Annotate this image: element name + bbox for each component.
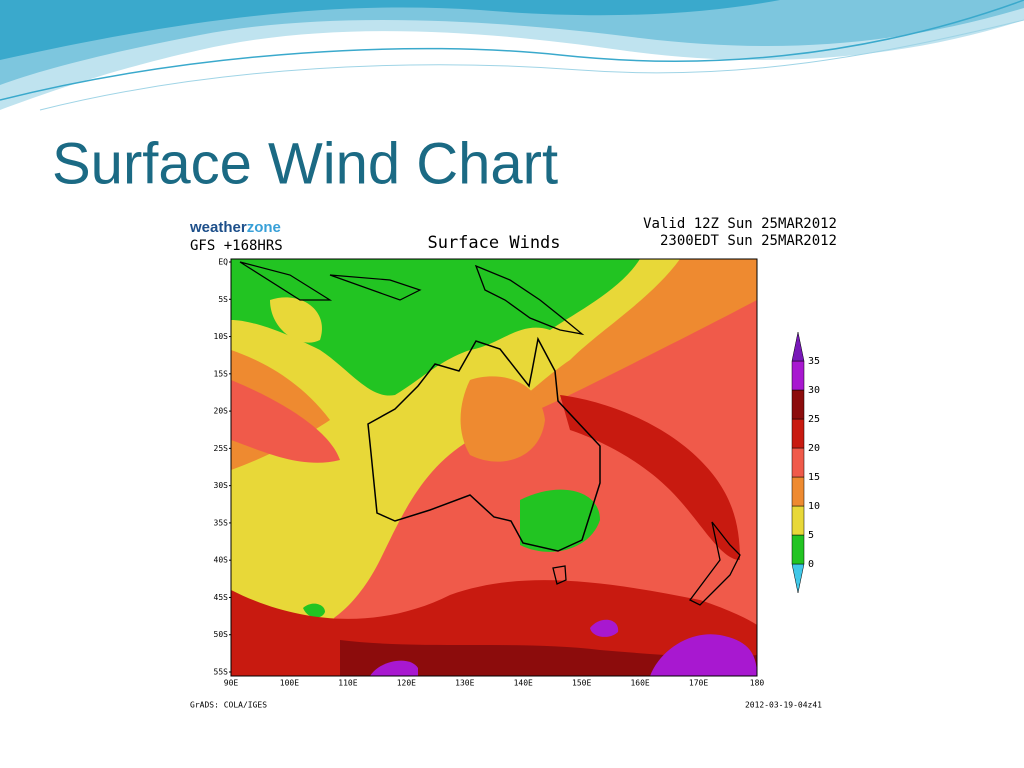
valid-time: Valid 12Z Sun 25MAR2012: [643, 216, 837, 232]
logo: weatherzone: [189, 219, 281, 236]
colorbar-segment: [791, 534, 805, 565]
slide-title: Surface Wind Chart: [52, 131, 558, 196]
latitude-label: 35S: [214, 518, 229, 527]
field-region: [303, 603, 325, 618]
longitude-label: 100E: [280, 679, 299, 688]
colorbar-label: 15: [808, 472, 820, 483]
longitude-label: 150E: [572, 679, 591, 688]
coastline: [689, 521, 741, 606]
coastline: [552, 565, 567, 585]
latitude-label: 45S: [214, 593, 229, 602]
footer: GrADS: COLA/IGES: [190, 701, 267, 710]
latitude-label: 10S: [214, 332, 229, 341]
field-region: [270, 297, 322, 343]
wind-field: [231, 259, 757, 676]
latitude-label: 40S: [214, 556, 229, 565]
field-region: [590, 619, 619, 637]
colorbar-segment: [791, 360, 805, 391]
plot-border: [230, 258, 758, 677]
field-region: [231, 380, 340, 463]
colorbar-label: 20: [808, 443, 820, 454]
field-region: [370, 660, 418, 676]
colorbar-label: 0: [808, 559, 814, 570]
coastline: [474, 264, 585, 336]
field-region: [560, 395, 740, 560]
field-region: [340, 640, 757, 676]
wave-line: [39, 19, 1024, 111]
colorbar-segment: [791, 331, 805, 362]
longitude-label: 110E: [338, 679, 357, 688]
field-region: [650, 634, 757, 676]
latitude-label: 55S: [214, 668, 229, 677]
latitude-label: 20S: [214, 407, 229, 416]
logo-part: weather: [189, 219, 247, 236]
map-title: Surface Winds: [427, 233, 560, 253]
colorbar-segment: [791, 389, 805, 420]
valid-time: 2300EDT Sun 25MAR2012: [660, 233, 837, 249]
longitude-label: 180: [750, 679, 765, 688]
coastline: [367, 336, 601, 552]
logo-part: zone: [247, 219, 281, 236]
latitude-label: 25S: [214, 444, 229, 453]
footer: 2012-03-19-04z41: [745, 701, 822, 710]
latitude-label: 30S: [214, 481, 229, 490]
colorbar-label: 10: [808, 501, 820, 512]
colorbar-segment: [791, 447, 805, 478]
latitude-label: EQ: [218, 258, 228, 267]
longitude-label: 130E: [455, 679, 474, 688]
colorbar-label: 25: [808, 414, 820, 425]
colorbar-segment: [791, 476, 805, 507]
model-label: GFS +168HRS: [190, 238, 283, 254]
wave-line: [0, 0, 1024, 101]
latitude-label: 5S: [218, 295, 228, 304]
coastline: [239, 261, 422, 301]
field-region: [231, 259, 640, 396]
longitude-label: 160E: [630, 679, 649, 688]
wave: [0, 0, 1024, 85]
colorbar-label: 5: [808, 530, 814, 541]
field-region: [460, 376, 545, 462]
colorbar-label: 35: [808, 356, 820, 367]
wave: [0, 0, 780, 60]
latitude-label: 15S: [214, 369, 229, 378]
field-region: [520, 489, 600, 552]
colorbar-segment: [791, 505, 805, 536]
colorbar-segment: [791, 418, 805, 449]
colorbar-label: 30: [808, 385, 820, 396]
longitude-label: 120E: [397, 679, 416, 688]
longitude-label: 140E: [514, 679, 533, 688]
latitude-label: 50S: [214, 630, 229, 639]
longitude-label: 170E: [689, 679, 708, 688]
longitude-label: 90E: [224, 679, 239, 688]
